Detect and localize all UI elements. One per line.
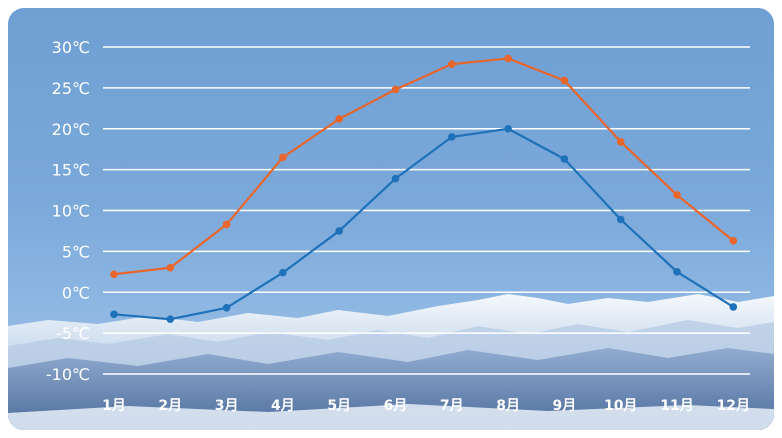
data-point [673,191,681,199]
data-point [448,133,456,141]
data-point [222,220,231,229]
y-tick-label: 5℃ [62,242,90,261]
x-tick-label: 8月 [496,398,520,414]
series-line [113,127,734,321]
data-point [391,174,400,183]
data-point [222,303,231,312]
series-line [113,57,734,276]
series-lines [110,54,738,324]
series-1 [110,124,738,324]
x-tick-label: 3月 [215,398,239,414]
data-point [504,124,512,133]
data-point [560,76,569,85]
data-point [110,270,118,279]
y-tick-label: 0℃ [62,283,90,302]
y-axis-labels: 30℃ 25℃ 20℃ 15℃ 10℃ 5℃ 0℃ -5℃ -10℃ [46,38,90,384]
temperature-line-chart: 30℃ 25℃ 20℃ 15℃ 10℃ 5℃ 0℃ -5℃ -10℃ 1月 2月 3月 4月 5月 6月 7… [8,38,774,430]
data-point [166,315,175,324]
data-point [279,268,287,277]
y-tick-label: 20℃ [52,120,90,139]
y-tick-label: -5℃ [56,324,90,343]
chart-panel: 30℃ 25℃ 20℃ 15℃ 10℃ 5℃ 0℃ -5℃ -10℃ 1月 2月 3月 4月 5月 6月 7… [8,8,774,430]
series-0 [110,54,738,279]
y-tick-label: 30℃ [52,38,90,57]
x-tick-label: 12月 [717,398,750,414]
data-point [616,215,625,224]
y-tick-label: 15℃ [52,161,90,180]
x-tick-label: 6月 [384,398,408,414]
y-tick-label: 10℃ [52,202,90,221]
data-point [448,60,456,68]
x-tick-label: 1月 [102,398,126,414]
x-tick-label: 7月 [440,398,464,414]
gridlines [103,46,750,375]
data-point [560,155,569,163]
data-point [335,227,344,235]
data-point [391,85,400,94]
x-tick-label: 11月 [660,398,693,414]
data-point [335,115,344,123]
data-point [504,54,512,63]
x-tick-label: 4月 [271,398,295,414]
data-point [166,263,175,272]
y-tick-label: 25℃ [52,79,90,98]
mountain-background [8,294,774,430]
data-point [279,153,287,162]
x-tick-label: 5月 [327,398,351,414]
x-axis-labels: 1月 2月 3月 4月 5月 6月 7月 8月 9月 10月 11月 12月 [102,398,750,414]
x-tick-label: 10月 [604,398,637,414]
data-point [673,268,681,276]
data-point [729,236,738,245]
data-point [729,303,738,311]
x-tick-label: 9月 [553,398,577,414]
y-tick-label: -10℃ [46,365,90,384]
x-tick-label: 2月 [158,398,182,414]
data-point [110,310,118,319]
data-point [616,138,625,146]
